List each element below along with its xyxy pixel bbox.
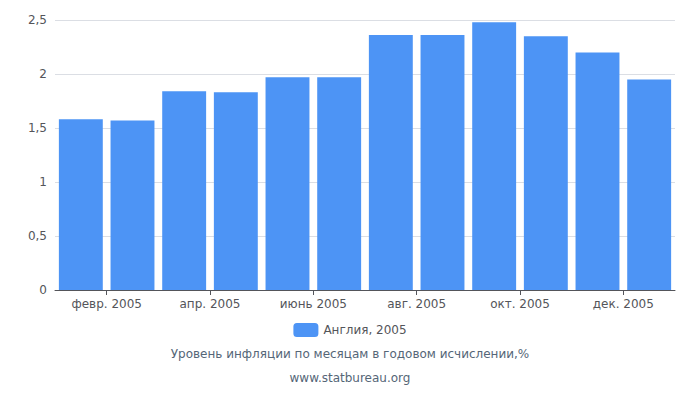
svg-text:авг. 2005: авг. 2005 bbox=[387, 297, 446, 311]
svg-text:Англия, 2005: Англия, 2005 bbox=[323, 323, 406, 337]
svg-text:1: 1 bbox=[39, 175, 47, 189]
svg-text:0: 0 bbox=[39, 283, 47, 297]
svg-text:Уровень инфляции по месяцам в: Уровень инфляции по месяцам в годовом ис… bbox=[171, 347, 530, 361]
svg-text:июнь 2005: июнь 2005 bbox=[280, 297, 347, 311]
svg-text:1,5: 1,5 bbox=[28, 121, 47, 135]
svg-text:апр. 2005: апр. 2005 bbox=[180, 297, 241, 311]
svg-text:2: 2 bbox=[39, 67, 47, 81]
svg-text:окт. 2005: окт. 2005 bbox=[490, 297, 550, 311]
svg-text:www.statbureau.org: www.statbureau.org bbox=[290, 371, 411, 385]
svg-text:0,5: 0,5 bbox=[28, 229, 47, 243]
svg-text:дек. 2005: дек. 2005 bbox=[593, 297, 654, 311]
svg-text:февр. 2005: февр. 2005 bbox=[71, 297, 142, 311]
svg-text:2,5: 2,5 bbox=[28, 13, 47, 27]
